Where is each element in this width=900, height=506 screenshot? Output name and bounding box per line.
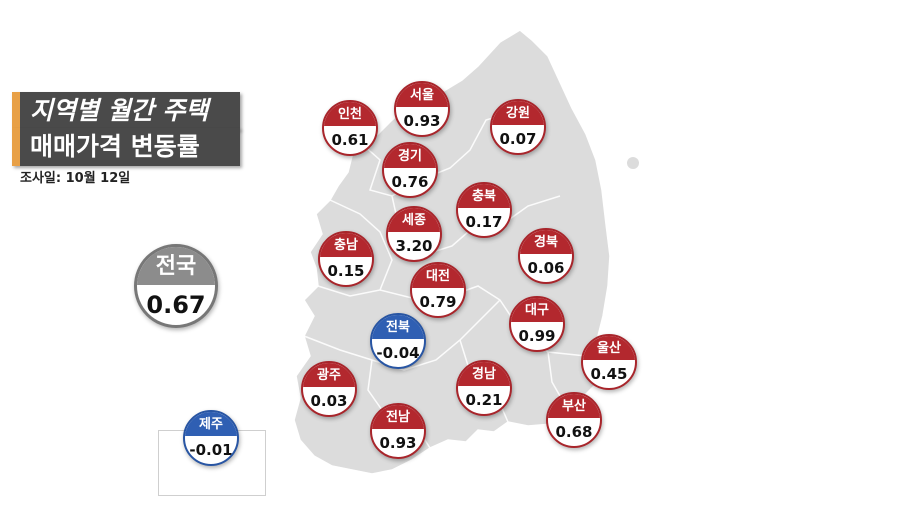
region-badge-gangwon: 강원 0.07 — [490, 99, 546, 155]
region-value: 0.15 — [327, 262, 365, 280]
region-badge-daejeon: 대전 0.79 — [410, 262, 466, 318]
region-badge-gyeongnam: 경남 0.21 — [456, 360, 512, 416]
region-value: 0.61 — [331, 131, 369, 149]
ulleungdo-island — [627, 157, 639, 169]
region-badge-gyeongbuk: 경북 0.06 — [518, 228, 574, 284]
region-value: 0.17 — [465, 213, 503, 231]
region-name: 강원 — [492, 101, 544, 125]
region-badge-seoul: 서울 0.93 — [394, 81, 450, 137]
region-badge-sejong: 세종 3.20 — [386, 206, 442, 262]
region-badge-jeju: 제주 -0.01 — [183, 410, 239, 466]
title-line-1: 지역별 월간 주택 — [12, 92, 240, 130]
region-badge-incheon: 인천 0.61 — [322, 100, 378, 156]
region-value: 0.76 — [391, 173, 429, 191]
region-value: 0.21 — [465, 391, 503, 409]
region-value: 0.03 — [310, 392, 348, 410]
region-value: 0.68 — [555, 423, 593, 441]
region-badge-jeonnam: 전남 0.93 — [370, 403, 426, 459]
national-value: 0.67 — [146, 291, 206, 319]
region-value: 0.06 — [527, 259, 565, 277]
region-badge-chungbuk: 충북 0.17 — [456, 182, 512, 238]
region-value: 3.20 — [395, 237, 433, 255]
region-badge-gwangju: 광주 0.03 — [301, 361, 357, 417]
region-badge-jeonbuk: 전북 -0.04 — [370, 313, 426, 369]
region-badge-chungnam: 충남 0.15 — [318, 231, 374, 287]
region-badge-gyeonggi: 경기 0.76 — [382, 142, 438, 198]
survey-date: 조사일: 10월 12일 — [20, 171, 131, 186]
region-value: 0.07 — [499, 130, 537, 148]
region-value: -0.04 — [376, 344, 420, 362]
title-line-2: 매매가격 변동률 — [12, 128, 240, 166]
region-name: 인천 — [324, 102, 376, 126]
region-value: 0.99 — [518, 327, 556, 345]
region-value: 0.93 — [379, 434, 417, 452]
region-value: -0.01 — [189, 441, 233, 459]
region-badge-ulsan: 울산 0.45 — [581, 334, 637, 390]
region-value: 0.79 — [419, 293, 457, 311]
national-badge: 전국 0.67 — [134, 244, 218, 328]
region-badge-daegu: 대구 0.99 — [509, 296, 565, 352]
region-value: 0.93 — [403, 112, 441, 130]
region-badge-busan: 부산 0.68 — [546, 392, 602, 448]
region-value: 0.45 — [590, 365, 628, 383]
